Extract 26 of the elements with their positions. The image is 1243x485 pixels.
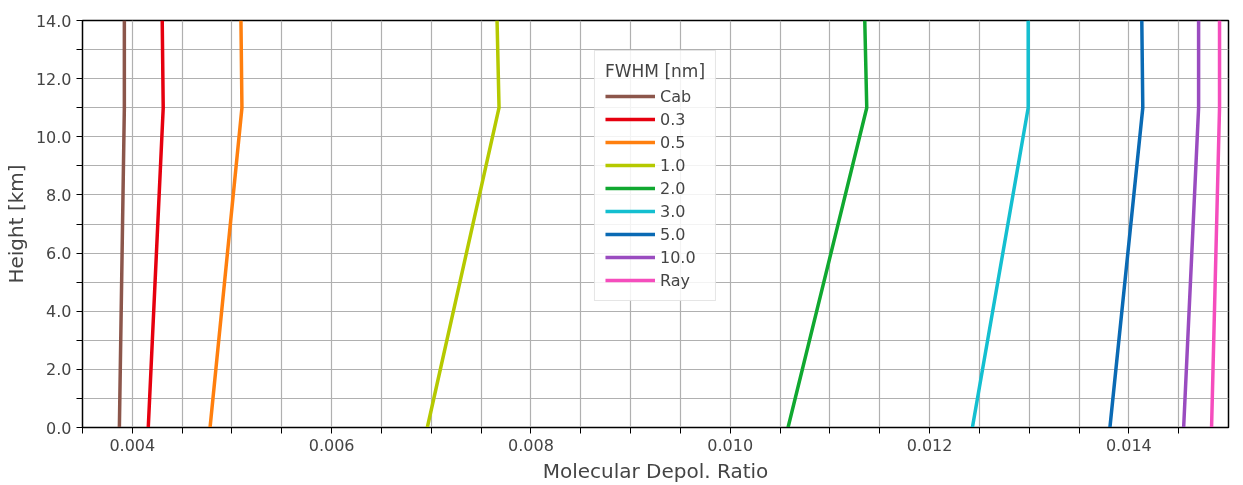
legend-label: Cab bbox=[659, 86, 692, 106]
x-tick-label: 0.008 bbox=[508, 435, 554, 455]
y-axis-title: Height [km] bbox=[3, 164, 28, 284]
x-tick-label: 0.012 bbox=[906, 435, 953, 455]
x-tick-label: 0.004 bbox=[109, 435, 156, 455]
y-tick-label: 10.0 bbox=[35, 127, 72, 147]
x-tick-label: 0.010 bbox=[707, 435, 754, 455]
y-tick-label: 6.0 bbox=[46, 244, 72, 264]
legend-label: 0.5 bbox=[659, 132, 686, 152]
x-tick-label: 0.006 bbox=[308, 435, 355, 455]
legend-title: FWHM [nm] bbox=[604, 61, 706, 81]
y-tick-label: 12.0 bbox=[35, 69, 72, 89]
x-tick-label: 0.014 bbox=[1105, 435, 1152, 455]
y-tick-label: 14.0 bbox=[35, 11, 72, 31]
legend-label: 2.0 bbox=[659, 178, 686, 198]
y-tick-label: 8.0 bbox=[46, 185, 72, 205]
y-tick-label: 0.0 bbox=[46, 418, 72, 438]
y-tick-label: 4.0 bbox=[46, 302, 72, 322]
legend-label: 1.0 bbox=[659, 155, 686, 175]
legend-label: 3.0 bbox=[659, 201, 686, 221]
legend-label: 10.0 bbox=[659, 247, 696, 267]
legend-label: 5.0 bbox=[659, 224, 686, 244]
legend-label: 0.3 bbox=[659, 109, 686, 129]
x-axis-title: Molecular Depol. Ratio bbox=[542, 458, 769, 483]
y-tick-label: 2.0 bbox=[46, 360, 72, 380]
legend-label: Ray bbox=[659, 270, 691, 290]
